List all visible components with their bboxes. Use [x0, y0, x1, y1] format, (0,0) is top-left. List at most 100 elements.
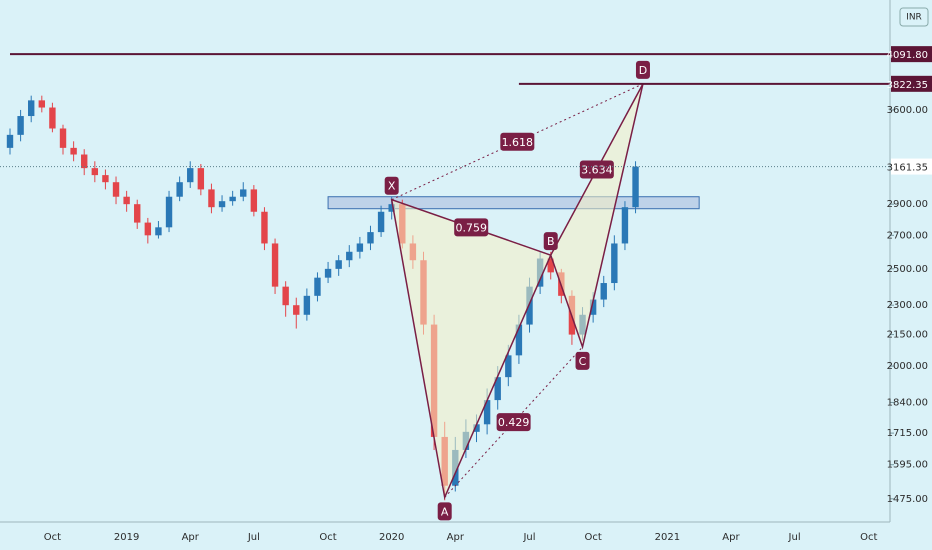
candle-body [102, 175, 109, 183]
candle-body [282, 286, 289, 306]
candle-body [526, 286, 533, 325]
candle-body [314, 277, 321, 296]
candle-body [600, 283, 607, 300]
candle-body [112, 182, 120, 197]
pattern-point: A [437, 502, 452, 521]
point-label: X [388, 180, 396, 193]
currency-badge [899, 7, 929, 27]
candle-body [49, 107, 56, 129]
y-tick-label: 1475.00 [887, 494, 928, 505]
candle-body [473, 424, 480, 432]
candle-body [356, 243, 364, 252]
candle-body [632, 166, 639, 208]
level-label: 3822.35 [887, 80, 928, 91]
level-label-box [891, 46, 932, 63]
x-tick-label: 2019 [114, 532, 139, 543]
candle-body [547, 258, 554, 273]
y-tick-label: 1715.00 [887, 428, 928, 439]
ratio-line [391, 83, 644, 201]
zone [327, 196, 700, 210]
x-tick-label: Apr [182, 532, 200, 543]
ratio-label: 3.634 [579, 160, 614, 179]
candle-body [335, 260, 342, 269]
level-label: 4091.80 [887, 50, 928, 61]
candle-body [494, 377, 501, 401]
candle-body [28, 100, 35, 117]
candle-body [367, 232, 374, 244]
candle-body [59, 128, 67, 148]
x-tick-label: Jul [788, 532, 801, 543]
candle-body [91, 168, 99, 176]
point-box [543, 232, 558, 251]
point-label: C [579, 355, 587, 368]
candle-body [271, 243, 279, 287]
point-box [575, 351, 590, 370]
last-price-label: 3161.35 [887, 163, 928, 174]
candle-body [229, 196, 236, 202]
candle-body [17, 116, 24, 135]
ratio-label: 0.759 [454, 218, 489, 237]
candle-body [611, 243, 618, 284]
candle-body [515, 324, 523, 356]
candle-body [483, 400, 491, 425]
ratio-label: 0.429 [496, 413, 531, 432]
candle-body [346, 251, 353, 261]
point-label: D [639, 64, 647, 77]
last-price-box [891, 158, 932, 175]
x-tick-label: Jul [247, 532, 260, 543]
y-tick-label: 1840.00 [887, 397, 928, 408]
y-tick-label: 2900.00 [887, 199, 928, 210]
candle-body [324, 268, 332, 278]
x-tick-label: Oct [319, 532, 336, 543]
y-tick-label: 2500.00 [887, 264, 928, 275]
candle-body [261, 211, 268, 244]
point-box [635, 60, 650, 79]
pattern-point: B [543, 232, 558, 251]
candle-body [176, 182, 183, 197]
ratio-box [454, 218, 489, 237]
candle-body [377, 211, 385, 233]
point-label: B [547, 235, 555, 248]
candle-body [388, 204, 395, 212]
ratio-text: 1.618 [502, 136, 534, 149]
candle-body [38, 100, 46, 108]
plot: 0.759 0.429 1.618 3.634 X A B C D [6, 60, 700, 521]
candle-body [293, 305, 300, 315]
y-tick-label: 2300.00 [887, 300, 928, 311]
ratio-line [391, 199, 551, 256]
candle-body [187, 168, 194, 183]
x-tick-label: Apr [722, 532, 740, 543]
point-box [384, 176, 399, 195]
ratio-box [579, 160, 614, 179]
point-label: A [441, 505, 449, 518]
candle-body [589, 299, 597, 315]
x-tick-label: Oct [860, 532, 877, 543]
candle-body [197, 168, 205, 190]
candle-body [6, 134, 14, 148]
y-tick-label: 3600.00 [887, 105, 928, 116]
ratio-box [496, 413, 531, 432]
level-label-box [891, 75, 932, 92]
x-tick-label: 2020 [379, 532, 404, 543]
ratio-text: 3.634 [581, 163, 613, 176]
ratio-text: 0.429 [498, 416, 530, 429]
y-tick-label: 2700.00 [887, 230, 928, 241]
point-box [437, 502, 452, 521]
y-tick-label: 2150.00 [887, 330, 928, 341]
x-tick-label: Jul [522, 532, 535, 543]
y-tick-label: 2000.00 [887, 361, 928, 372]
x-tick-label: Oct [44, 532, 61, 543]
candle-body [505, 355, 512, 378]
candle-body [218, 201, 226, 208]
candle-body [81, 154, 88, 169]
ratio-line [444, 346, 583, 498]
candle-body [240, 189, 247, 197]
x-tick-label: Apr [447, 532, 465, 543]
ratio-text: 0.759 [455, 221, 487, 234]
candle-body [621, 207, 629, 244]
pattern-point: C [575, 351, 590, 370]
ratio-label: 1.618 [500, 132, 535, 151]
candle-body [123, 196, 130, 205]
y-tick-label: 1595.00 [887, 460, 928, 471]
